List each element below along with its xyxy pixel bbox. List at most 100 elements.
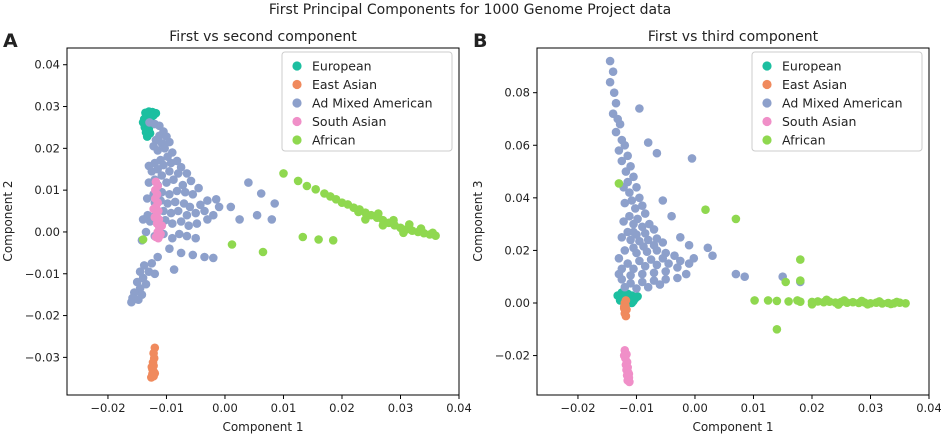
panel-a-point-ad-mixed-american bbox=[147, 259, 157, 268]
panel-b-point-ad-mixed-american bbox=[631, 204, 640, 213]
panel-b-point-ad-mixed-american bbox=[632, 248, 641, 258]
panel-a-point-ad-mixed-american bbox=[203, 196, 212, 205]
panel-b-point-ad-mixed-american bbox=[625, 211, 634, 221]
panel-a-point-ad-mixed-american bbox=[163, 199, 172, 208]
panel-b-legend-label-european: European bbox=[782, 59, 842, 74]
panel-b-point-ad-mixed-american bbox=[635, 104, 644, 113]
panel-a-point-ad-mixed-american bbox=[188, 190, 198, 199]
panel-a-y-tick-label: −0.03 bbox=[25, 350, 60, 364]
panel-a-point-ad-mixed-american bbox=[188, 250, 198, 260]
panel-a-point-african bbox=[279, 169, 288, 178]
panel-b-x-tick-label: −0.02 bbox=[560, 401, 595, 415]
panel-b-point-ad-mixed-american bbox=[623, 259, 632, 268]
panel-b-point-african bbox=[784, 297, 793, 306]
panel-b-y-tick-label: 0.00 bbox=[504, 296, 530, 310]
panel-b-point-ad-mixed-american bbox=[635, 193, 644, 203]
panel-b-x-label: Component 1 bbox=[692, 420, 773, 434]
panel-a-x-tick-label: 0.01 bbox=[271, 401, 297, 415]
panel-a-point-african bbox=[311, 185, 321, 194]
panel-b-point-ad-mixed-american bbox=[625, 188, 634, 197]
panel-a-point-ad-mixed-american bbox=[209, 210, 218, 220]
panel-b-legend-marker-east-asian bbox=[762, 79, 772, 90]
panel-b-point-ad-mixed-american bbox=[667, 211, 676, 221]
panel-a-point-african bbox=[258, 247, 268, 257]
panel-a-point-ad-mixed-american bbox=[153, 252, 162, 262]
panel-b-point-ad-mixed-american bbox=[609, 88, 619, 97]
panel-a-point-ad-mixed-american bbox=[256, 189, 266, 198]
panel-a-point-ad-mixed-american bbox=[182, 210, 192, 220]
panel-a-legend-label-ad-mixed-american: Ad Mixed American bbox=[312, 96, 433, 111]
panel-b-point-ad-mixed-american bbox=[605, 77, 615, 87]
panel-b-point-african bbox=[807, 300, 817, 309]
panel-b-point-african bbox=[796, 276, 805, 285]
panel-a-point-ad-mixed-american bbox=[176, 217, 186, 226]
panel-a-point-south-asian bbox=[150, 213, 160, 222]
panel-a-x-tick-label: 0.02 bbox=[329, 401, 355, 415]
panel-b-point-ad-mixed-american bbox=[614, 146, 624, 155]
panel-a-legend-label-east-asian: East Asian bbox=[312, 77, 377, 92]
panel-b-point-african bbox=[731, 214, 741, 224]
panel-a-point-african bbox=[298, 232, 308, 242]
panel-b-x-tick-label: 0.00 bbox=[682, 401, 708, 415]
panel-b-x-tick-label: 0.01 bbox=[741, 401, 767, 415]
panel-a-point-european bbox=[142, 132, 152, 141]
panel-a-point-african bbox=[328, 236, 338, 245]
panel-b-point-south-asian bbox=[625, 377, 634, 387]
panel-a-point-ad-mixed-american bbox=[139, 261, 149, 270]
panel-b-y-tick-label: −0.02 bbox=[495, 349, 530, 363]
panel-a-y-tick-label: −0.02 bbox=[25, 309, 60, 323]
panel-a-point-ad-mixed-american bbox=[214, 202, 224, 212]
panel-b-points bbox=[605, 56, 910, 387]
panel-b-x-tick-label: 0.03 bbox=[858, 401, 884, 415]
panel-b-x-tick-label: −0.01 bbox=[619, 401, 654, 415]
panel-b-point-ad-mixed-american bbox=[605, 56, 615, 66]
panel-a-y-tick-label: 0.01 bbox=[34, 183, 60, 197]
panel-a-point-ad-mixed-american bbox=[134, 295, 143, 305]
panel-b-label: B bbox=[473, 30, 487, 52]
panel-b-point-ad-mixed-american bbox=[638, 277, 647, 287]
panel-b-point-ad-mixed-american bbox=[664, 259, 673, 268]
panel-b-point-ad-mixed-american bbox=[670, 251, 679, 260]
panel-b-y-tick-label: 0.06 bbox=[504, 138, 530, 152]
panel-a-label: A bbox=[3, 30, 18, 52]
panel-a-point-ad-mixed-american bbox=[169, 175, 178, 184]
panel-b-point-african bbox=[750, 296, 759, 305]
panel-b-legend-marker-african bbox=[762, 135, 772, 145]
panel-b-point-european bbox=[613, 291, 622, 300]
panel-a-point-ad-mixed-american bbox=[196, 200, 205, 210]
panel-b-point-african bbox=[701, 205, 710, 214]
panel-b-y-tick-label: 0.04 bbox=[504, 191, 530, 205]
panel-a-x-label: Component 1 bbox=[222, 420, 303, 434]
panel-b-point-ad-mixed-american bbox=[740, 272, 749, 282]
panel-a-point-ad-mixed-american bbox=[165, 137, 174, 147]
panel-a-legend-marker-east-asian bbox=[292, 79, 302, 90]
panel-b-point-ad-mixed-american bbox=[638, 222, 647, 232]
panel-b-point-ad-mixed-american bbox=[617, 156, 627, 166]
panel-a-point-south-asian bbox=[149, 204, 158, 214]
panel-b-point-ad-mixed-american bbox=[658, 196, 668, 205]
panel-b-legend-label-south-asian: South Asian bbox=[782, 114, 856, 129]
panel-a-x-ticks: −0.02 −0.01 0.00 0.01 0.02 0.03 0.04 bbox=[90, 395, 472, 415]
panel-b-point-ad-mixed-american bbox=[658, 253, 668, 263]
panel-a-y-tick-label: 0.04 bbox=[34, 58, 60, 72]
panel-b-legend-label-african: African bbox=[782, 133, 826, 148]
panel-b-point-ad-mixed-american bbox=[614, 253, 624, 263]
panel-b-point-ad-mixed-american bbox=[638, 201, 647, 210]
panel-b-point-east-asian bbox=[621, 311, 631, 321]
panel-b-point-ad-mixed-american bbox=[626, 162, 635, 171]
panel-b-point-african bbox=[834, 300, 843, 309]
panel-b-legend: European East Asian Ad Mixed American South… bbox=[751, 51, 923, 152]
panel-b-point-ad-mixed-american bbox=[684, 240, 694, 250]
panel-b-point-ad-mixed-american bbox=[652, 148, 662, 158]
panel-a-point-ad-mixed-american bbox=[127, 297, 136, 307]
panel-b-y-label: Component 3 bbox=[471, 180, 485, 261]
panel-b-point-ad-mixed-american bbox=[673, 263, 682, 272]
panel-b-point-african bbox=[793, 296, 802, 305]
panel-a-point-ad-mixed-american bbox=[209, 253, 218, 263]
panel-a-point-ad-mixed-american bbox=[173, 206, 183, 216]
panel-a-point-ad-mixed-american bbox=[157, 171, 167, 180]
panel-b-point-ad-mixed-american bbox=[620, 198, 630, 208]
panel-b-point-ad-mixed-american bbox=[642, 247, 652, 256]
panel-a-point-ad-mixed-american bbox=[165, 167, 174, 176]
